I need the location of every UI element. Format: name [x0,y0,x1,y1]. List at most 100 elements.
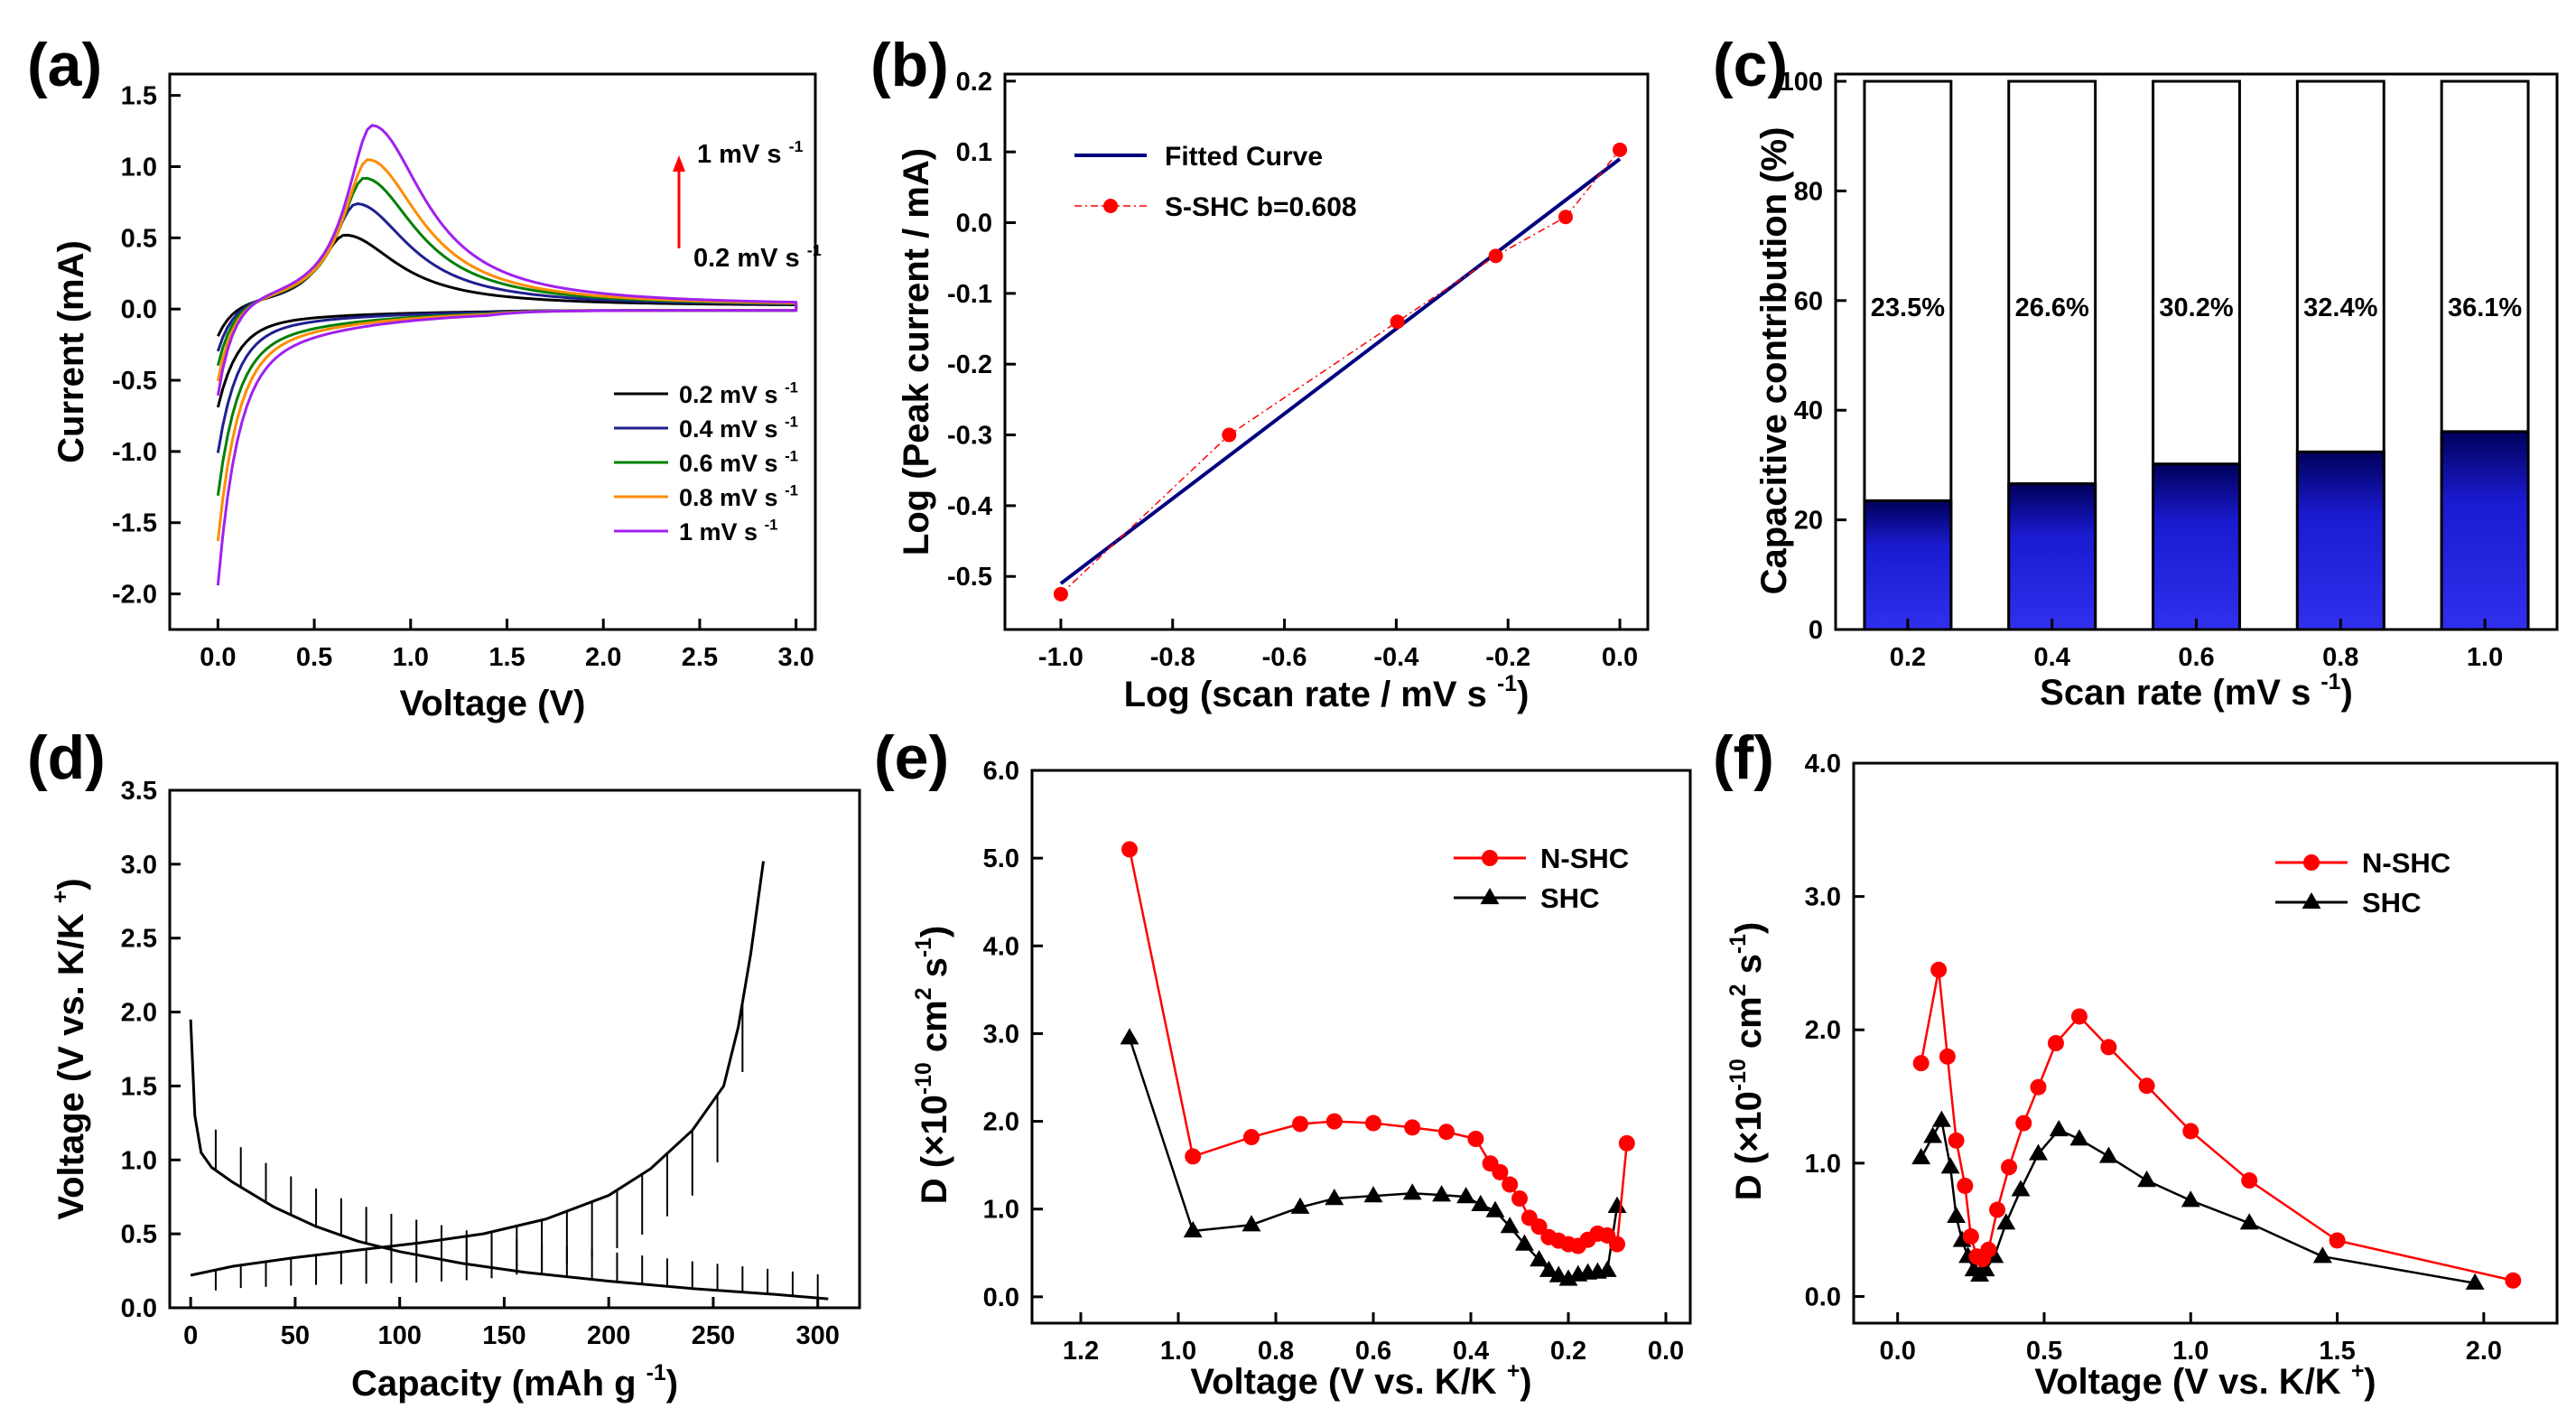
legend-label: N-SHC [1540,843,1629,874]
e-N-SHC-point [1365,1115,1381,1132]
bar-value-label: 23.5% [1871,294,1945,322]
data-point [1222,427,1237,443]
panel-a-y-tick-label: 1.5 [121,82,157,111]
e-N-SHC-point [1511,1190,1528,1208]
panel-f-xlabel: Voltage (V vs. K/K +) [2034,1359,2376,1402]
bar-value-label: 30.2% [2159,294,2233,322]
text-span: 0.2 mV s [679,381,785,408]
f-SHC-point [2239,1213,2259,1230]
panel-f-ylabel: D (×10-10 cm2 s-1) [1726,922,1769,1201]
superscript: -1 [785,379,798,396]
panel-e-frame [1030,769,1692,1325]
legend-marker [2303,854,2320,871]
panel-e-y-tick-label: 1.0 [983,1196,1019,1225]
panel-a-frame [168,72,817,631]
superscript: -1 [1726,934,1751,954]
e-N-SHC-point [1185,1148,1202,1165]
panel-f-y-tick-label: 4.0 [1805,750,1841,779]
scan-rate-arrowhead [673,155,685,172]
f-SHC-point [2029,1143,2048,1161]
panel-f-y-tick-label: 2.0 [1805,1016,1841,1045]
f-SHC-point [2049,1119,2069,1137]
superscript: -1 [785,482,798,499]
f-N-SHC-point [2070,1008,2088,1025]
panel-f-x-tick-label: 1.5 [2319,1337,2355,1366]
panel-c-y-tick-label: 80 [1794,177,1823,206]
panel-b-y-tick-label: 0.0 [956,210,992,238]
f-N-SHC-point [2100,1039,2117,1056]
panel-b-y-tick-label: -0.1 [947,280,992,309]
arrow-top-label: 1 mV s -1 [697,137,804,169]
e-N-SHC-point [1292,1115,1308,1133]
e-SHC-point [1530,1250,1549,1267]
panel-d-y-tick-label: 1.0 [121,1146,157,1175]
superscript: -1 [646,1361,666,1385]
panel-d-y-tick-label: 2.0 [121,999,157,1028]
e-N-SHC-point [1618,1134,1635,1152]
e-SHC-point [1120,1028,1139,1045]
text-span: Log (Peak current / mA) [897,148,936,555]
superscript: -1 [785,414,798,431]
f-SHC-point [1976,1259,1995,1277]
f-SHC-point [2011,1180,2031,1197]
legend-data-marker [1103,199,1118,213]
panel-d-y-tick-label: 3.5 [121,777,157,806]
text-span: ) [915,926,954,937]
data-point [1390,314,1405,330]
f-SHC-line [1920,1119,2476,1284]
panel-b-x-tick-label: -0.2 [1485,643,1530,672]
f-SHC-point [1940,1157,1960,1174]
superscript: + [49,891,73,903]
panel-b-y-tick-label: -0.2 [947,350,992,379]
e-N-SHC-point [1438,1124,1455,1141]
f-SHC-point [2312,1246,2332,1264]
panel-b-x-tick-label: -0.4 [1373,643,1418,672]
panel-e-y-tick-label: 5.0 [983,844,1019,873]
legend-label: 1 mV s -1 [679,517,777,546]
e-SHC-point [1539,1260,1558,1277]
text-span: Capacity (mAh g [351,1364,646,1404]
panel-a-y-tick-label: -2.0 [112,581,157,610]
superscript: -10 [912,1062,936,1095]
charge-curve [190,861,765,1277]
panel-a-y-tick-label: 0.5 [121,224,157,253]
bar-capacitive [2007,482,2097,631]
bar-capacitive [1863,499,1953,631]
f-SHC-point [2465,1273,2485,1290]
text-span: ) [2340,673,2352,713]
f-N-SHC-point [2015,1115,2032,1132]
panel-c-x-tick-label: 0.2 [1890,643,1926,672]
panel-f-label: (f) [1713,723,1774,792]
panel-e-x-tick-label: 0.0 [1648,1337,1684,1366]
e-SHC-point [1325,1189,1344,1206]
panel-d-x-tick-label: 300 [796,1321,840,1350]
panel-b-x-tick-label: -0.8 [1150,643,1195,672]
text-span: Current (mA) [51,240,91,463]
text-span: s [1729,954,1769,984]
panel-a-y-tick-label: 1.0 [121,154,157,182]
panel-f-x-tick-label: 0.5 [2026,1337,2062,1366]
f-N-SHC-point [2241,1172,2258,1189]
text-span: cm [1729,996,1769,1059]
bar-capacitive [2295,450,2385,631]
arrow-bottom-label: 0.2 mV s -1 [693,241,822,273]
panel-c-x-tick-label: 0.4 [2034,643,2070,672]
panel-e-x-tick-label: 1.2 [1063,1337,1099,1366]
cv-curve-4 [216,124,798,586]
legend-label: N-SHC [2362,847,2450,879]
legend-marker [1480,888,1500,905]
e-N-SHC-point [1325,1113,1343,1130]
f-N-SHC-point [2047,1035,2064,1051]
legend-label: 0.4 mV s -1 [679,414,798,443]
panel-a-x-tick-label: 0.0 [200,643,236,672]
f-N-SHC-point [1948,1132,1965,1149]
panel-e-y-tick-label: 0.0 [983,1283,1019,1312]
panel-e-x-tick-label: 0.4 [1453,1337,1489,1366]
data-point [1558,210,1573,225]
panel-c-y-tick-label: 60 [1794,287,1823,316]
panel-c-y-tick-label: 40 [1794,396,1823,425]
f-N-SHC-point [1957,1177,1974,1194]
panel-f-frame [1852,761,2559,1325]
f-N-SHC-point [2505,1272,2522,1289]
superscript: + [1507,1359,1520,1384]
